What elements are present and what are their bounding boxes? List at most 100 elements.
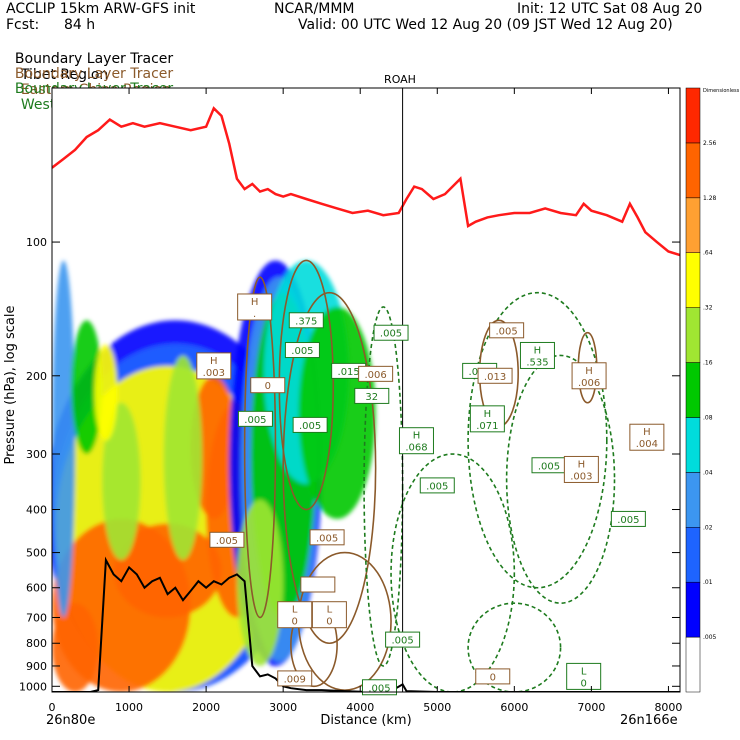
contour-label-letter: H — [413, 431, 421, 442]
contour-label: .375 — [288, 312, 324, 329]
contour-label-box — [563, 455, 599, 483]
tracer-blob — [71, 320, 103, 455]
contour-label-value: .006 — [578, 378, 600, 389]
contour-label-box — [237, 293, 273, 321]
contour-label: .005 — [292, 416, 328, 433]
y-tick-label: 700 — [26, 611, 47, 624]
contour-label-value: .003 — [203, 368, 225, 379]
contour-label-letter: H — [534, 345, 542, 356]
station-label: ROAH — [384, 73, 416, 86]
tracer-contours — [243, 259, 616, 692]
contour-label: .005 — [385, 631, 421, 648]
contour-label: .005 — [237, 410, 273, 427]
west-pacific-contour — [467, 291, 608, 589]
contour-label-box — [566, 662, 602, 690]
contour-label-value: .005 — [495, 326, 517, 337]
axes-layer: 0 1000 2000 3000 4000 5000 6000 7000 80001002003… — [19, 88, 682, 714]
contour-label-box — [373, 324, 409, 341]
contour-label: .013 — [477, 367, 513, 384]
contour-label-value: 0 — [326, 617, 332, 628]
contour-label-value: . — [253, 309, 256, 320]
colorbar-level: .16 — [703, 360, 713, 367]
contour-label-letter: H — [585, 366, 593, 377]
contour-label-box — [385, 631, 421, 648]
contour-label: L0 — [311, 601, 347, 629]
contour-label-box — [398, 427, 434, 455]
x-tick-label: 1000 — [115, 701, 143, 714]
contour-label: H. — [237, 293, 273, 321]
contour-label-value: 0 — [580, 678, 586, 689]
west-pacific-contour — [390, 453, 516, 692]
contour-label: H.003 — [563, 455, 599, 483]
x-tick-label: 0 — [49, 701, 56, 714]
colorbar-swatch — [685, 362, 701, 418]
y-axis-label: Pressure (hPa), log scale — [3, 306, 18, 465]
colorbar-level: .32 — [703, 305, 713, 312]
contour-label-box — [477, 367, 513, 384]
contour-label-value: .003 — [570, 471, 592, 482]
contour-label: .009 — [277, 670, 313, 687]
x-tick-label: 7000 — [577, 701, 605, 714]
right-endpoint: 26n166e — [620, 713, 678, 728]
contour-label-value: .004 — [636, 439, 658, 450]
contour-label-letter: H — [578, 459, 586, 470]
contour-label: .005 — [361, 679, 397, 696]
contour-label-value: .005 — [368, 683, 390, 694]
colorbar-swatch — [685, 636, 701, 693]
y-tick-label: 400 — [26, 504, 47, 517]
colorbar-swatch — [685, 197, 701, 253]
contour-label: .005 — [531, 457, 567, 474]
contour-label-box — [311, 601, 347, 629]
organization: NCAR/MMM — [274, 1, 355, 17]
tracer-blob — [163, 355, 203, 561]
contour-label: L0 — [277, 601, 313, 629]
left-endpoint: 26n80e — [46, 713, 95, 728]
contour-label: .005 — [489, 322, 525, 339]
contour-label-value: .005 — [299, 421, 321, 432]
colorbar-level: .08 — [703, 414, 713, 421]
contour-label-value: .015 — [338, 367, 360, 378]
tracer-field — [52, 260, 376, 692]
contour-label-box — [489, 322, 525, 339]
contour-label: H.006 — [571, 362, 607, 390]
contour-label-box — [419, 477, 455, 494]
x-tick-label: 4000 — [346, 701, 374, 714]
tracer-blob — [94, 344, 118, 441]
contour-label-value: 32 — [365, 392, 378, 403]
colorbar-swatch — [685, 252, 701, 308]
x-tick-label: 8000 — [654, 701, 682, 714]
contour-label-box — [277, 670, 313, 687]
west-pacific-contour — [505, 354, 616, 604]
tropopause-line — [52, 106, 680, 257]
contour-label-layer: H.003H..375.0050.005.005.015.005.00632H.… — [196, 293, 665, 696]
contour-label-box — [571, 362, 607, 390]
west-pacific-contour — [467, 602, 562, 692]
colorbar-level: .04 — [703, 469, 713, 476]
contour-label-value: .013 — [484, 372, 506, 383]
contour-label: 0 — [250, 377, 286, 394]
eastern-china-contour — [243, 276, 277, 619]
contour-label-value: .005 — [244, 415, 266, 426]
x-tick-label: 6000 — [500, 701, 528, 714]
colorbar-swatch — [685, 527, 701, 583]
valid-time: Valid: 00 UTC Wed 12 Aug 20 (09 JST Wed … — [298, 17, 673, 33]
y-tick-label: 300 — [26, 448, 47, 461]
contour-label: .006 — [358, 365, 394, 382]
contour-label-box — [475, 668, 511, 685]
x-tick-label: 2000 — [192, 701, 220, 714]
contour-label-value: 0 — [292, 617, 298, 628]
colorbar-swatch — [685, 472, 701, 528]
contour-label-box — [469, 405, 505, 433]
colorbar: .005 .01 .02 .04 .08 .16 .32 .64 1.28 2.56 Dimensi… — [685, 87, 740, 693]
colorbar-swatch — [685, 581, 701, 638]
contour-label-value: .005 — [216, 536, 238, 547]
y-tick-label: 500 — [26, 547, 47, 560]
contour-label-box — [519, 341, 555, 369]
y-tick-label: 200 — [26, 370, 47, 383]
init-time: Init: 12 UTC Sat 08 Aug 20 — [517, 1, 703, 17]
legend-region-tibet: Tibet Region — [20, 67, 109, 83]
colorbar-level: .005 — [703, 634, 717, 641]
contour-label-letter: L — [327, 605, 333, 616]
contour-label-value: .535 — [526, 357, 548, 368]
